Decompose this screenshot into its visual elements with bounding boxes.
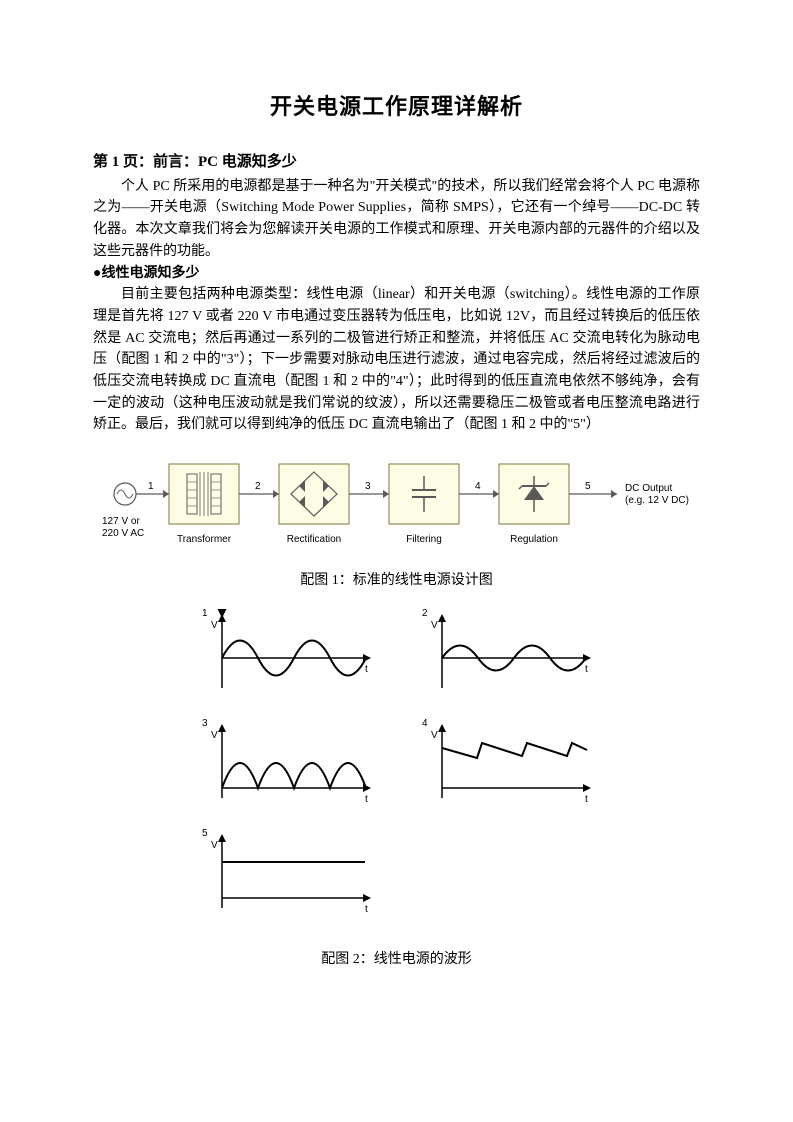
block-regulation-label: Regulation — [510, 534, 558, 545]
panel-5-t: t — [365, 904, 368, 915]
sub-heading-linear: ●线性电源知多少 — [93, 263, 700, 284]
panel-2-v: V — [431, 620, 438, 631]
conn-label-4: 4 — [475, 481, 481, 492]
conn-label-3: 3 — [365, 481, 371, 492]
panel-5-v: V — [211, 840, 218, 851]
output-label-top: DC Output — [625, 483, 672, 494]
waveform-panel-4: 4 V t — [422, 718, 591, 805]
block-rectification: Rectification — [279, 464, 349, 545]
waveform-panel-2: 2 V t — [422, 608, 591, 688]
block-transformer-label: Transformer — [176, 534, 231, 545]
block-filtering-label: Filtering — [406, 534, 442, 545]
panel-2-num: 2 — [422, 608, 428, 619]
figure-2-caption: 配图 2：线性电源的波形 — [93, 949, 700, 970]
page-title: 开关电源工作原理详解析 — [93, 90, 700, 123]
waveform-panel-5: 5 V t — [202, 828, 371, 915]
input-label-top: 127 V or — [102, 516, 140, 527]
panel-4-num: 4 — [422, 718, 428, 729]
figure-1-caption: 配图 1：标准的线性电源设计图 — [93, 570, 700, 591]
waveform-panel-3: 3 V t — [202, 718, 371, 805]
figure-2-svg: 1 V t 2 V t 3 V t 4 V — [177, 603, 617, 943]
output-label-bottom: (e.g. 12 V DC) — [625, 495, 689, 506]
panel-2-t: t — [585, 664, 588, 675]
panel-5-num: 5 — [202, 828, 208, 839]
waveform-panel-1: 1 V t — [202, 608, 371, 688]
block-filtering: Filtering — [389, 464, 459, 545]
conn-label-5: 5 — [585, 481, 591, 492]
paragraph-2: 目前主要包括两种电源类型：线性电源（linear）和开关电源（switching… — [93, 284, 700, 436]
block-regulation: Regulation — [499, 464, 569, 545]
panel-4-v: V — [431, 730, 438, 741]
section-heading-1: 第 1 页：前言：PC 电源知多少 — [93, 151, 700, 174]
paragraph-1: 个人 PC 所采用的电源都是基于一种名为"开关模式"的技术，所以我们经常会将个人… — [93, 176, 700, 263]
panel-1-t: t — [365, 664, 368, 675]
panel-1-num: 1 — [202, 608, 208, 619]
panel-3-num: 3 — [202, 718, 208, 729]
conn-label-2: 2 — [255, 481, 261, 492]
block-transformer: Transformer — [169, 464, 239, 545]
input-label-bottom: 220 V AC — [102, 528, 144, 539]
panel-3-t: t — [365, 794, 368, 805]
panel-1-v: V — [211, 620, 218, 631]
figure-1-svg: 127 V or 220 V AC 1 Transformer 2 — [97, 454, 697, 564]
conn-label-1: 1 — [148, 481, 154, 492]
panel-3-v: V — [211, 730, 218, 741]
ac-source-icon — [114, 483, 136, 505]
block-rectification-label: Rectification — [286, 534, 340, 545]
figure-1: 127 V or 220 V AC 1 Transformer 2 — [93, 454, 700, 564]
figure-2: 1 V t 2 V t 3 V t 4 V — [93, 603, 700, 943]
panel-4-t: t — [585, 794, 588, 805]
